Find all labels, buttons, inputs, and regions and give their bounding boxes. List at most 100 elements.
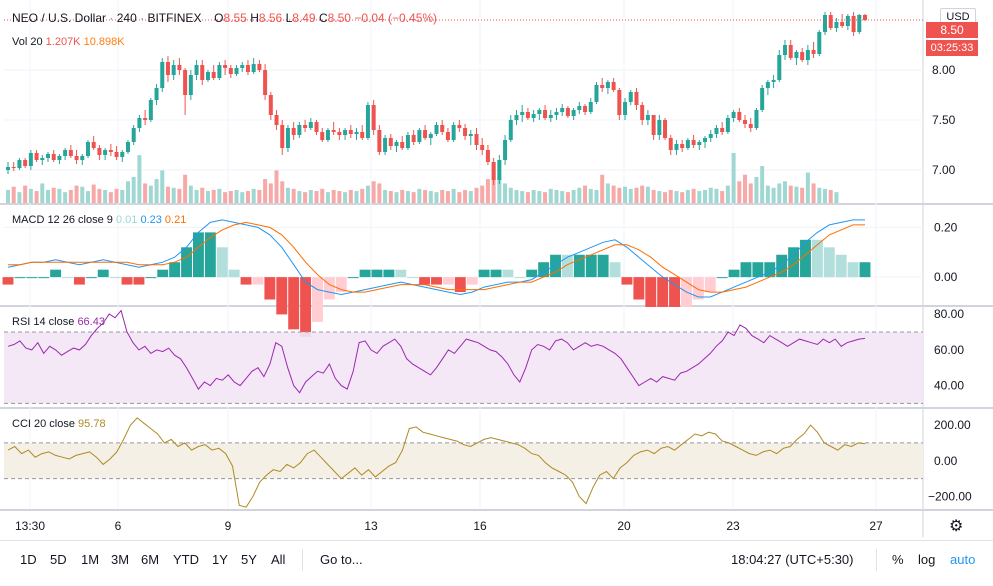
volume-bar xyxy=(354,191,359,203)
candle-body xyxy=(257,64,262,70)
volume-legend-label: Vol 20 xyxy=(12,36,43,48)
macd-histogram-bar xyxy=(454,277,466,293)
macd-histogram-bar xyxy=(252,277,264,285)
candle-body xyxy=(663,120,668,138)
candle-body xyxy=(211,72,216,78)
range-5y[interactable]: 5Y xyxy=(241,552,257,567)
candle-body xyxy=(548,115,553,118)
candle-body xyxy=(331,130,336,132)
rsi-value: 66.43 xyxy=(77,316,105,328)
candle-body xyxy=(463,128,468,136)
volume-bar xyxy=(148,185,153,203)
candle-body xyxy=(428,134,433,138)
clock-timezone[interactable]: 18:04:27 (UTC+5:30) xyxy=(731,552,854,567)
macd-histogram-bar xyxy=(419,277,431,285)
volume-bar xyxy=(291,188,296,203)
macd-histogram-bar xyxy=(835,254,847,278)
volume-bar xyxy=(45,189,50,203)
candle-body xyxy=(645,115,650,120)
percent-toggle[interactable]: % xyxy=(892,552,904,567)
settings-gear-icon[interactable]: ⚙ xyxy=(949,518,964,535)
range-1y[interactable]: 1Y xyxy=(212,552,228,567)
low-value: 8.49 xyxy=(292,11,316,25)
cci-legend-label: CCI 20 close xyxy=(12,418,75,430)
macd-histogram-bar xyxy=(288,277,300,330)
volume-bar xyxy=(28,188,33,203)
high-label: H xyxy=(250,11,259,25)
candle-body xyxy=(703,138,708,142)
macd-histogram-bar xyxy=(847,262,859,278)
volume-bar xyxy=(411,192,416,203)
candle-body xyxy=(234,68,239,74)
rsi-axis-tick: 60.00 xyxy=(934,343,964,357)
range-6m[interactable]: 6M xyxy=(141,552,160,567)
candle-body xyxy=(217,65,222,78)
cci-axis-tick: 0.00 xyxy=(934,454,958,468)
candle-body xyxy=(297,125,302,135)
time-axis-tick: 13 xyxy=(364,519,378,533)
volume-bar xyxy=(725,185,730,203)
volume-bar xyxy=(754,176,759,203)
candle-body xyxy=(125,142,130,152)
candle-body xyxy=(720,128,725,132)
toolbar-divider xyxy=(302,549,303,571)
candle-body xyxy=(794,52,799,58)
range-1d[interactable]: 1D xyxy=(20,552,37,567)
candle-body xyxy=(6,167,10,170)
auto-toggle[interactable]: auto xyxy=(950,552,976,567)
range-ytd[interactable]: YTD xyxy=(173,552,199,567)
volume-bar xyxy=(617,187,622,203)
candle-body xyxy=(91,142,96,148)
candle-body xyxy=(863,15,867,20)
candle-body xyxy=(274,115,279,125)
macd-histogram-bar xyxy=(728,269,740,278)
macd-histogram-bar xyxy=(645,277,657,307)
time-axis-tick: 27 xyxy=(869,519,883,533)
symbol-interval: 240 xyxy=(116,11,137,25)
macd-signal-value: 0.21 xyxy=(164,214,187,226)
candle-body xyxy=(748,124,753,128)
volume-bar xyxy=(125,181,130,203)
volume-bar xyxy=(531,189,536,203)
volume-bar xyxy=(160,170,165,203)
rsi-axis-tick: 80.00 xyxy=(934,307,964,321)
candle-body xyxy=(45,154,50,158)
macd-histogram-bar xyxy=(26,277,38,279)
macd-histogram-bar xyxy=(657,277,669,307)
volume-bar xyxy=(23,185,28,203)
cci-line xyxy=(7,417,866,508)
volume-bar xyxy=(605,183,610,203)
candle-body xyxy=(228,68,233,74)
candle-body xyxy=(285,128,290,148)
macd-histogram-bar xyxy=(359,269,371,278)
range-3m[interactable]: 3M xyxy=(111,552,130,567)
candle-body xyxy=(34,153,39,160)
volume-bar xyxy=(365,185,370,203)
range-all[interactable]: All xyxy=(271,552,286,567)
volume-bar xyxy=(634,187,639,203)
volume-bar xyxy=(263,179,268,203)
price-axis-tick: 7.00 xyxy=(932,163,956,177)
range-1m[interactable]: 1M xyxy=(81,552,100,567)
volume-bar xyxy=(583,185,588,203)
macd-axis-tick: 0.20 xyxy=(934,220,958,234)
volume-bar xyxy=(63,192,68,203)
macd-histogram-bar xyxy=(383,269,395,278)
goto-button[interactable]: Go to... xyxy=(320,552,363,567)
volume-bar xyxy=(331,189,336,203)
volume-bar xyxy=(628,188,633,203)
candle-body xyxy=(520,112,525,115)
macd-histogram-bar xyxy=(38,277,50,279)
range-5d[interactable]: 5D xyxy=(50,552,67,567)
macd-histogram-bar xyxy=(478,269,490,278)
time-axis-tick: 6 xyxy=(115,519,122,533)
candle-body xyxy=(251,64,256,72)
rsi-line xyxy=(7,309,866,394)
volume-value: 1.207K xyxy=(45,36,81,48)
volume-bar xyxy=(760,166,765,203)
volume-bar xyxy=(440,189,445,203)
log-toggle[interactable]: log xyxy=(918,552,936,567)
rsi-pane xyxy=(4,309,923,404)
volume-bar xyxy=(120,189,125,203)
macd-histogram-bar xyxy=(859,262,871,278)
